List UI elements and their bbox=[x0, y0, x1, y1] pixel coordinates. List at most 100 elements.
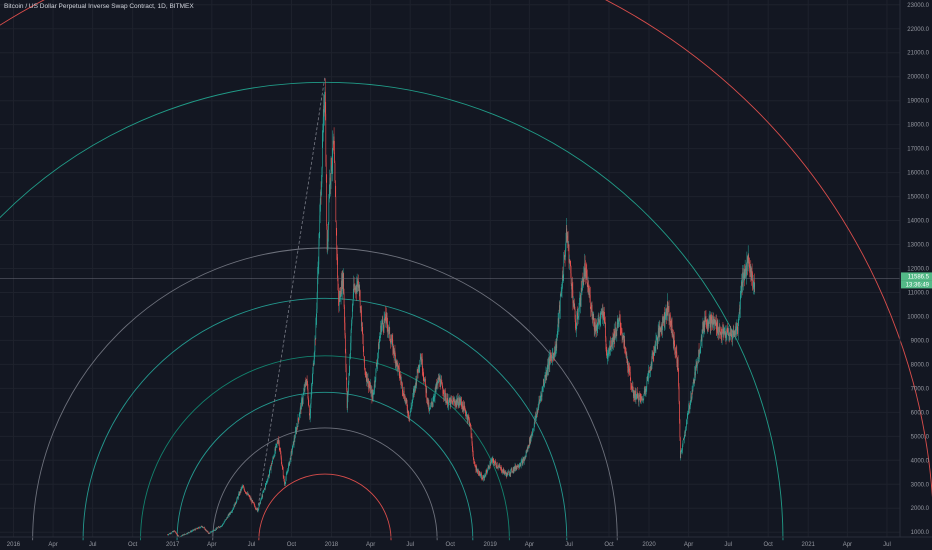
candle-body bbox=[255, 509, 257, 510]
candle-body bbox=[262, 492, 264, 493]
candle-body bbox=[545, 375, 546, 378]
candle-body bbox=[747, 255, 749, 269]
candle-body bbox=[382, 320, 384, 324]
fib-arc[interactable] bbox=[212, 427, 438, 541]
y-tick-label: 2000.0 bbox=[911, 506, 930, 512]
candle-body bbox=[299, 413, 301, 417]
candle-body bbox=[196, 527, 198, 529]
candle-body bbox=[362, 333, 364, 340]
candle-body bbox=[442, 388, 444, 393]
candle-body bbox=[680, 452, 682, 459]
candle-body bbox=[489, 468, 490, 469]
candle-body bbox=[412, 400, 413, 403]
candle-body bbox=[190, 531, 192, 532]
candle-body bbox=[542, 387, 543, 390]
candle-body bbox=[613, 334, 615, 340]
candle-body bbox=[246, 493, 247, 495]
fib-arc[interactable] bbox=[176, 392, 474, 541]
candle-body bbox=[459, 401, 461, 404]
candle-body bbox=[632, 386, 634, 391]
candle-body bbox=[662, 317, 664, 320]
candle-body bbox=[241, 486, 243, 488]
candle-body bbox=[672, 332, 673, 336]
candle-body bbox=[365, 375, 367, 381]
candle-body bbox=[475, 466, 476, 468]
candle-body bbox=[393, 352, 395, 357]
candle-body bbox=[234, 505, 235, 507]
candle-body bbox=[605, 337, 607, 350]
candle-body bbox=[558, 318, 559, 324]
x-axis[interactable]: 2016 Apr Jul Oct 2017 Apr Jul Oct 2018 Apr Jul Oct 2… bbox=[0, 536, 932, 548]
candle-body bbox=[509, 473, 511, 475]
candle-body bbox=[317, 268, 319, 277]
x-tick-label: Apr bbox=[366, 542, 375, 548]
candle-body bbox=[714, 320, 715, 326]
fib-arc[interactable] bbox=[258, 473, 392, 541]
trend-line-segment[interactable] bbox=[257, 76, 326, 511]
y-tick-label: 16000.0 bbox=[907, 171, 929, 177]
candle-body bbox=[604, 322, 606, 324]
candle-body bbox=[569, 262, 571, 264]
candle-body bbox=[696, 362, 697, 365]
last-price-box bbox=[901, 272, 932, 281]
candle-body bbox=[384, 313, 386, 320]
candle-body bbox=[532, 429, 534, 433]
candle-body bbox=[376, 364, 378, 366]
fib-arc[interactable] bbox=[82, 297, 568, 541]
y-tick-label: 10000.0 bbox=[907, 314, 929, 320]
candle-body bbox=[509, 474, 510, 476]
y-axis[interactable]: 1000.0 2000.0 3000.0 4000.0 5000.0 6000.0 7000… bbox=[899, 0, 930, 537]
candle-body bbox=[686, 419, 688, 423]
candle-body bbox=[286, 473, 287, 475]
x-tick-label: Apr bbox=[843, 542, 852, 548]
candle-body bbox=[201, 525, 203, 527]
candle-body bbox=[215, 528, 217, 530]
fib-arc[interactable] bbox=[140, 355, 510, 541]
candle-body bbox=[529, 439, 530, 447]
candle-body bbox=[749, 261, 750, 269]
candle-body bbox=[285, 482, 286, 484]
candle-body bbox=[168, 533, 170, 535]
candle-body bbox=[404, 397, 406, 401]
candle-body bbox=[258, 509, 259, 510]
candle-body bbox=[247, 493, 248, 494]
candle-body bbox=[314, 339, 316, 353]
candle-body bbox=[290, 457, 291, 460]
candle-body bbox=[270, 466, 272, 471]
candle-body bbox=[311, 388, 312, 398]
candle-body bbox=[433, 398, 434, 402]
candle-body bbox=[597, 322, 599, 324]
candle-body bbox=[536, 411, 538, 415]
candle-body bbox=[504, 472, 506, 474]
y-tick-label: 21000.0 bbox=[907, 51, 929, 57]
candle-body bbox=[577, 317, 579, 320]
candle-body bbox=[373, 392, 374, 394]
candle-body bbox=[511, 468, 512, 470]
fib-arc[interactable] bbox=[32, 247, 618, 541]
candle-body bbox=[432, 402, 434, 405]
candle-body bbox=[702, 322, 704, 334]
candle-body bbox=[652, 352, 654, 355]
candle-body bbox=[620, 327, 622, 329]
candle-body bbox=[516, 466, 518, 468]
candle-body bbox=[181, 535, 182, 537]
candle-body bbox=[568, 244, 570, 263]
candle-body bbox=[302, 399, 304, 403]
candle-body bbox=[412, 395, 414, 401]
candle-body bbox=[245, 492, 247, 493]
candle-body bbox=[626, 353, 627, 356]
candle-body bbox=[305, 382, 306, 384]
candle-body bbox=[197, 528, 199, 530]
candles[interactable] bbox=[167, 78, 756, 538]
candle-body bbox=[753, 279, 755, 283]
fib-arc[interactable] bbox=[0, 81, 784, 541]
candle-body bbox=[188, 532, 190, 534]
candle-body bbox=[453, 400, 454, 401]
candle-body bbox=[617, 323, 619, 324]
candle-body bbox=[444, 390, 445, 397]
candle-body bbox=[544, 375, 546, 380]
candle-body bbox=[591, 305, 592, 311]
candle-body bbox=[594, 322, 596, 331]
candle-body bbox=[548, 362, 549, 370]
